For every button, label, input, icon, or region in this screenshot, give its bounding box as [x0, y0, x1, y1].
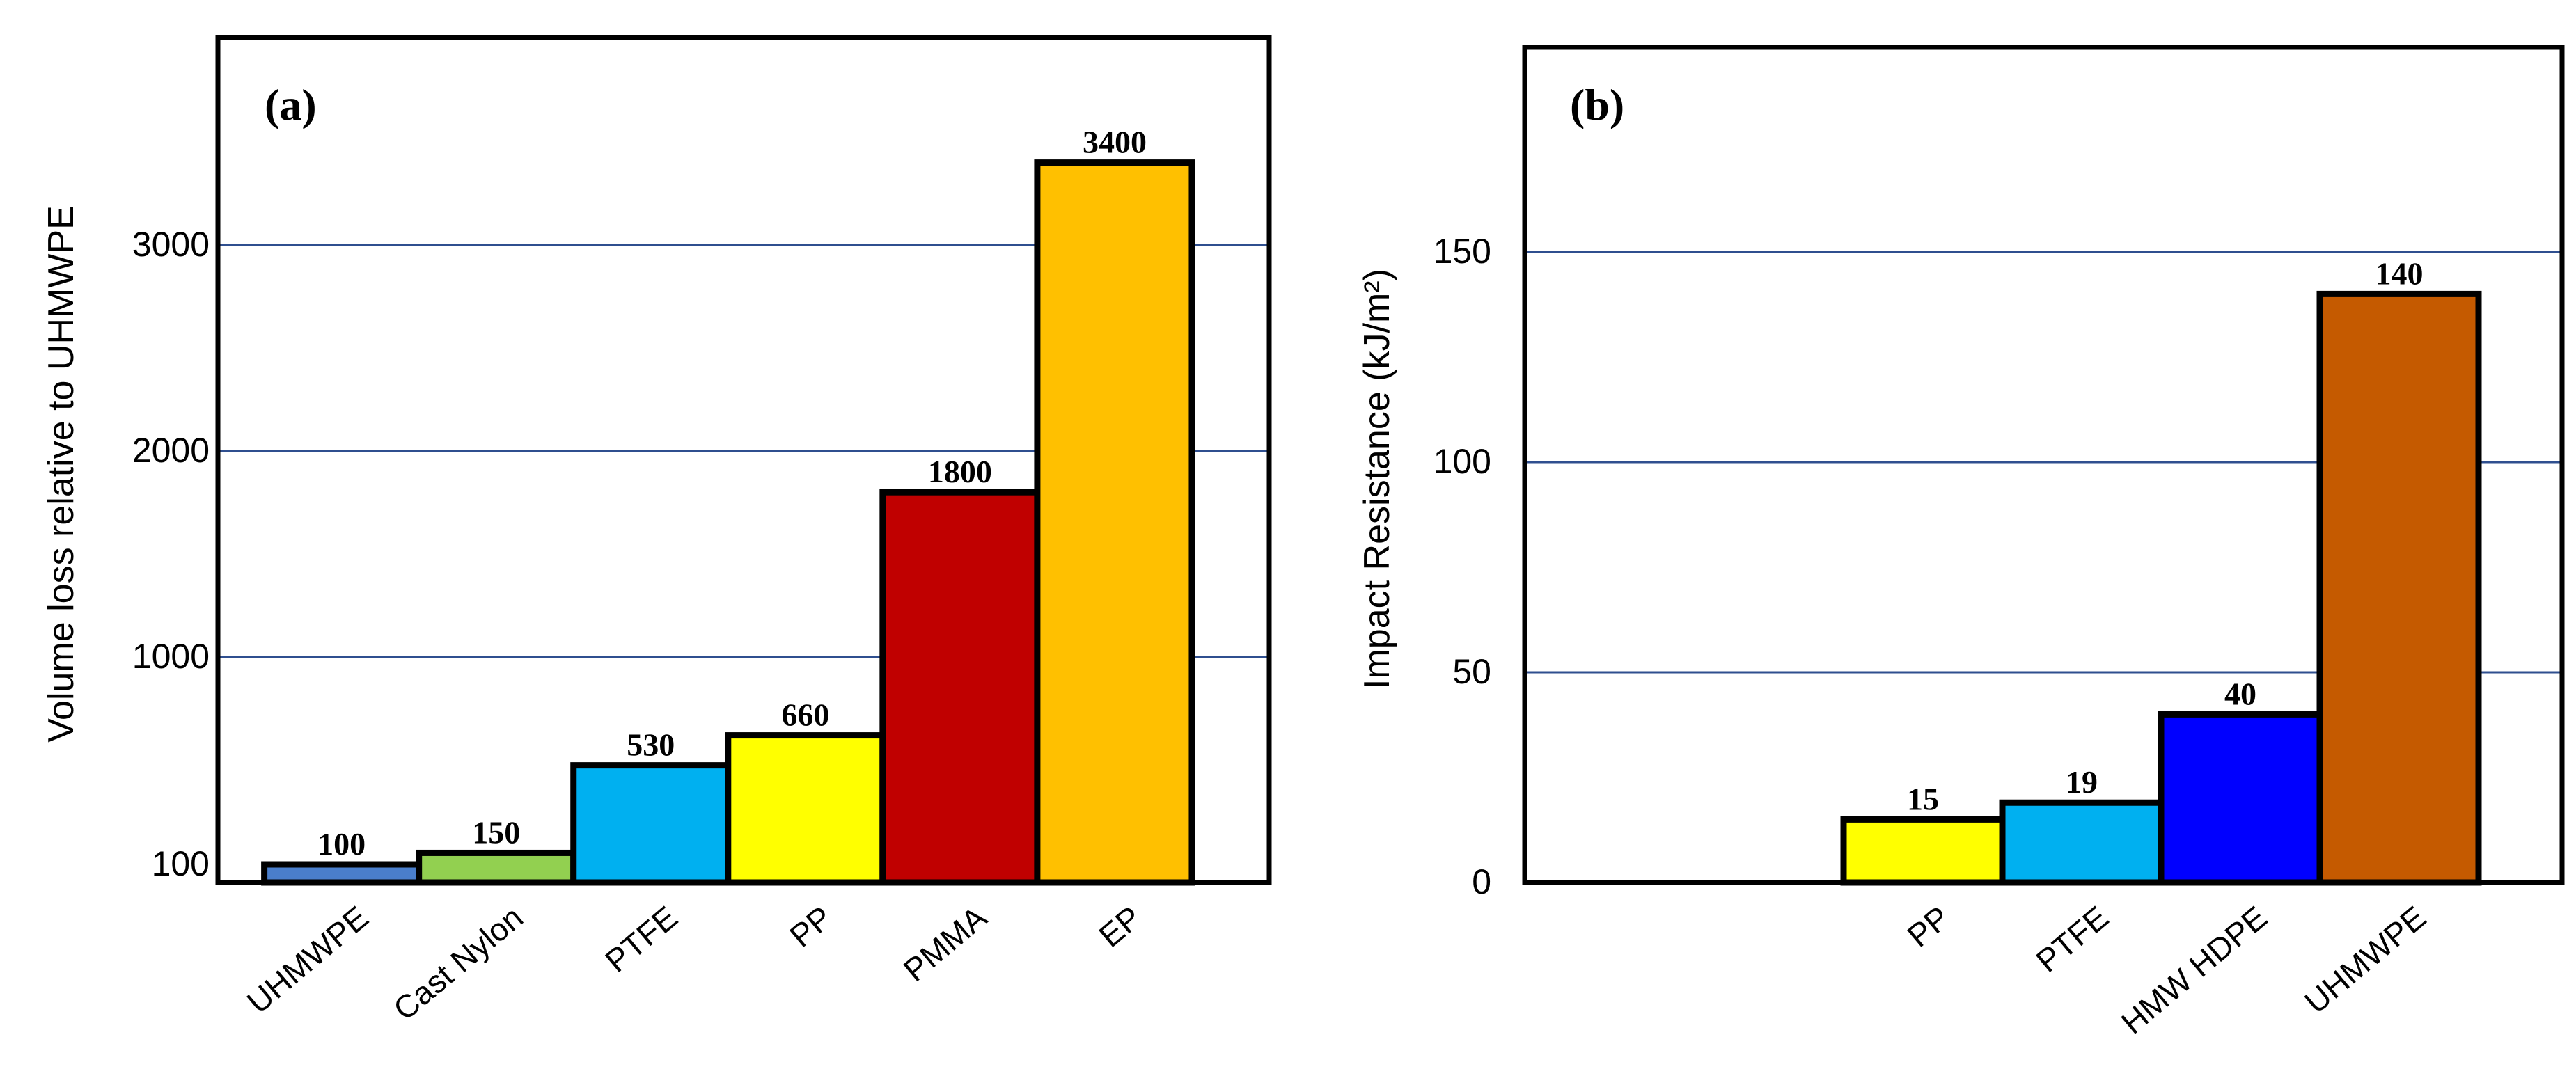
panel-label-a: (a) — [265, 80, 317, 129]
panel-label-b: (b) — [1570, 80, 1624, 129]
bar-a-2 — [570, 762, 732, 886]
data-label-a-4: 1800 — [928, 454, 992, 489]
bar-b-1 — [1999, 799, 2165, 886]
plot-frame-b — [1522, 45, 2565, 885]
y-tick-label-b-2: 100 — [1434, 442, 1491, 481]
data-label-b-1: 19 — [2066, 764, 2098, 800]
x-tick-label-b-3: UHMWPE — [2298, 899, 2433, 1021]
y-tick-label-a-2: 2000 — [132, 431, 210, 470]
data-label-a-5: 3400 — [1083, 125, 1147, 160]
y-axis-label-a: Volume loss relative to UHMWPE — [41, 205, 81, 743]
x-tick-label-b-2: HMW HDPE — [2114, 899, 2274, 1041]
bar-a-4 — [879, 489, 1041, 886]
y-tick-label-b-1: 50 — [1452, 652, 1491, 691]
x-tick-label-b-0: PP — [1901, 899, 1956, 954]
data-label-a-0: 100 — [317, 826, 366, 862]
bar-b-2 — [2158, 711, 2323, 886]
plot-frame-a — [215, 35, 1272, 885]
y-tick-label-a-3: 3000 — [132, 225, 210, 264]
data-label-a-1: 150 — [472, 814, 520, 850]
data-label-b-3: 140 — [2375, 255, 2424, 291]
bar-a-3 — [725, 732, 886, 886]
data-label-a-3: 660 — [781, 697, 829, 733]
bar-b-0 — [1840, 816, 2006, 886]
x-tick-label-b-1: PTFE — [2029, 899, 2115, 979]
data-label-a-2: 530 — [627, 727, 675, 763]
y-tick-label-b-0: 0 — [1472, 862, 1491, 901]
data-label-b-0: 15 — [1907, 781, 1939, 816]
y-tick-label-a-0: 100 — [152, 844, 210, 883]
data-label-b-2: 40 — [2224, 676, 2256, 711]
y-tick-label-a-1: 1000 — [132, 637, 210, 676]
y-tick-label-b-3: 150 — [1434, 232, 1491, 271]
bar-a-5 — [1034, 159, 1195, 886]
bar-b-3 — [2316, 290, 2482, 886]
y-axis-label-b: Impact Resistance (kJ/m²) — [1357, 269, 1397, 689]
